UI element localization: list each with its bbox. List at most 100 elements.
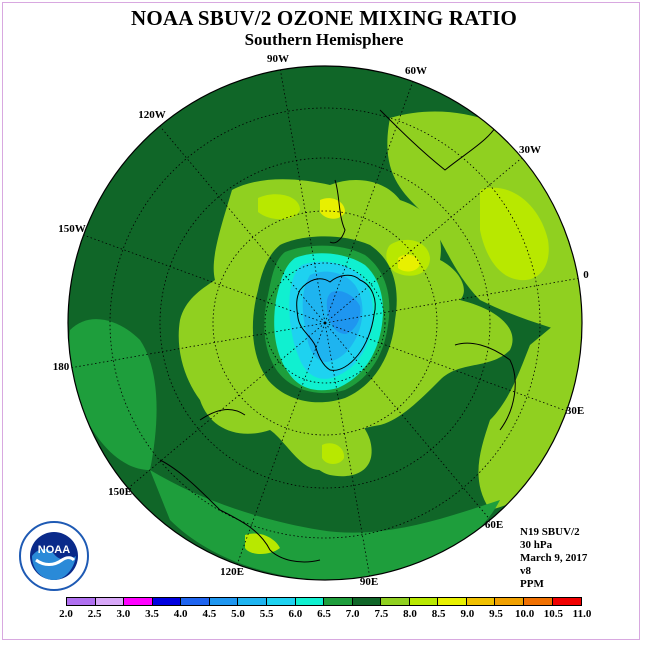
colorbar-label: 10.5 <box>543 608 563 620</box>
field-deepblue-vortex <box>326 290 361 334</box>
lon-label-150e: 150E <box>108 486 132 498</box>
graticule <box>71 69 579 577</box>
colorbar-swatch <box>324 598 353 605</box>
south-america-coast <box>379 109 501 171</box>
colorbar-swatch <box>95 598 125 605</box>
colorbar-swatch <box>266 598 296 605</box>
meridian-line <box>127 322 326 489</box>
field-yellow-b <box>398 254 420 272</box>
meridian-line <box>324 277 579 324</box>
colorbar-label: 2.5 <box>87 608 102 620</box>
colorbar-swatch <box>409 598 439 605</box>
lon-label-180: 180 <box>53 361 70 373</box>
meridian-line <box>324 322 491 521</box>
longitude-labels: 90W 60W 30W 0 30E 60E 90E 120E 150E 180 … <box>53 53 590 588</box>
field-yellowgreen-east <box>480 187 549 281</box>
ozone-field <box>68 66 582 580</box>
lon-label-60e: 60E <box>485 519 503 531</box>
colorbar <box>66 597 582 606</box>
lon-label-30e: 30E <box>566 405 584 417</box>
colorbar-label: 5.5 <box>259 608 274 620</box>
meridian-line <box>324 81 414 324</box>
lon-label-0: 0 <box>583 269 589 281</box>
meridian-line <box>324 322 567 412</box>
meridian-line <box>71 322 326 369</box>
colorbar-label: 6.0 <box>288 608 303 620</box>
africa-coast <box>454 342 516 431</box>
colorbar-label: 11.0 <box>572 608 592 620</box>
colorbar-swatch <box>495 598 524 605</box>
meridian-lines <box>71 69 579 577</box>
south-america-tip <box>329 179 346 244</box>
lon-label-30w: 30W <box>519 144 541 156</box>
lon-label-90e: 90E <box>360 576 378 588</box>
colorbar-label: 4.0 <box>173 608 188 620</box>
latitude-circle-2 <box>212 210 438 436</box>
colorbar-swatch <box>181 598 210 605</box>
latitude-circle-1 <box>264 262 386 384</box>
colorbar-swatch <box>466 598 496 605</box>
colorbar-label: 4.5 <box>202 608 217 620</box>
colorbar-swatch <box>67 598 96 605</box>
field-yellowgreen-a <box>258 194 300 220</box>
colorbar-label: 6.5 <box>317 608 331 620</box>
lon-label-150w: 150W <box>58 223 86 235</box>
colorbar-label: 7.5 <box>374 608 389 620</box>
info-block: N19 SBUV/2 30 hPa March 9, 2017 v8 PPM <box>520 526 587 591</box>
latitude-circle-3 <box>159 157 491 489</box>
lon-label-120e: 120E <box>220 566 244 578</box>
australia-coast <box>159 459 321 563</box>
meridian-line <box>324 157 523 324</box>
colorbar-label: 9.0 <box>460 608 475 620</box>
lon-label-120w: 120W <box>138 109 166 121</box>
colorbar-label: 5.0 <box>231 608 245 620</box>
colorbar-labels: 2.0 2.5 3.0 3.5 4.0 4.5 5.0 5.5 6.0 6.5 7.0 7.5 8.0 8… <box>59 608 591 622</box>
meridian-line <box>279 69 326 324</box>
field-midgreen-south <box>150 470 500 580</box>
map-boundary <box>67 65 583 581</box>
colorbar-label: 2.0 <box>59 608 73 620</box>
meridian-line <box>236 322 326 565</box>
colorbar-swatch <box>295 598 325 605</box>
field-yellowgreen-small <box>245 533 280 554</box>
colorbar-label: 3.0 <box>116 608 131 620</box>
colorbar-label: 3.5 <box>145 608 159 620</box>
colorbar-swatch <box>152 598 182 605</box>
info-level: 30 hPa <box>520 539 553 551</box>
coastlines <box>159 109 516 563</box>
info-satellite: N19 SBUV/2 <box>520 526 580 538</box>
new-zealand-coast <box>199 409 246 421</box>
colorbar-swatch <box>552 598 582 605</box>
meridian-line <box>324 322 371 577</box>
field-lime-southeast <box>478 320 582 510</box>
colorbar-swatch <box>124 598 153 605</box>
colorbar-swatch <box>524 598 553 605</box>
colorbar-swatch <box>238 598 267 605</box>
colorbar-label: 8.0 <box>403 608 417 620</box>
colorbar-label: 7.0 <box>345 608 360 620</box>
colorbar-swatch <box>352 598 382 605</box>
latitude-circle-4 <box>109 107 541 539</box>
colorbar-swatch <box>381 598 410 605</box>
noaa-logo: NOAA <box>18 520 90 597</box>
lon-label-90w: 90W <box>267 53 289 65</box>
colorbar-swatch <box>438 598 467 605</box>
colorbar-label: 10.0 <box>515 608 535 620</box>
info-version: v8 <box>520 565 531 577</box>
meridian-line <box>83 234 326 324</box>
info-date: March 9, 2017 <box>520 552 588 564</box>
colorbar-swatch <box>209 598 239 605</box>
field-yellowgreen-c <box>322 443 345 464</box>
image-frame <box>2 2 640 640</box>
noaa-logo-text: NOAA <box>38 544 70 556</box>
map-subtitle: Southern Hemisphere <box>244 30 404 49</box>
meridian-line <box>159 125 326 324</box>
info-units: PPM <box>520 578 544 590</box>
colorbar-label: 9.5 <box>489 608 503 620</box>
field-lime-south-blob <box>302 411 372 477</box>
antarctica-coast <box>296 274 376 371</box>
map-title: NOAA SBUV/2 OZONE MIXING RATIO <box>131 6 517 30</box>
colorbar-label: 8.5 <box>431 608 446 620</box>
lon-label-60w: 60W <box>405 65 427 77</box>
